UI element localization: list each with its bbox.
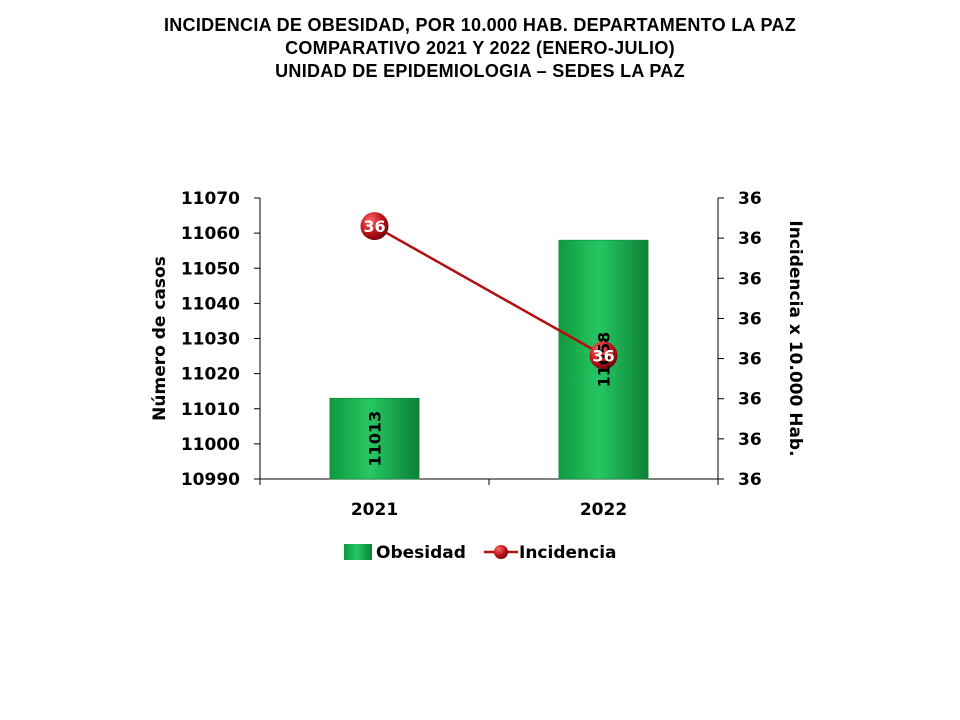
chart-title: INCIDENCIA DE OBESIDAD, POR 10.000 HAB. …	[0, 14, 960, 83]
y-tick-label: 11050	[181, 259, 240, 279]
bar-data-label: 11013	[366, 411, 385, 467]
y2-tick-label: 36	[738, 350, 762, 370]
bars-layer	[329, 239, 649, 480]
legend-label-obesidad: Obesidad	[376, 543, 466, 563]
legend-swatch-obesidad	[344, 544, 372, 560]
y2-tick-label: 36	[738, 470, 762, 490]
line-layer	[360, 212, 618, 370]
y2-tick-label: 36	[738, 189, 762, 209]
title-line-3: UNIDAD DE EPIDEMIOLOGIA – SEDES LA PAZ	[275, 61, 685, 81]
bar-data-label: 11058	[595, 332, 614, 388]
y-axis-title: Número de casos	[150, 256, 170, 421]
y-tick-label: 11040	[181, 294, 240, 314]
y2-axis-title: Incidencia x 10.000 Hab.	[785, 220, 805, 456]
axes-layer: 10990 11000 11010 11020 11030 11040 11050 11060…	[150, 189, 805, 520]
marker-incidencia	[360, 212, 389, 241]
title-line-1: INCIDENCIA DE OBESIDAD, POR 10.000 HAB. …	[163, 15, 797, 35]
marker-incidencia	[589, 341, 618, 370]
y2-tick-label: 36	[738, 229, 762, 249]
y2-tick-label: 36	[738, 390, 762, 410]
title-line-2: COMPARATIVO 2021 Y 2022 (ENERO-JULIO)	[285, 38, 675, 58]
x-tick-label: 2021	[351, 500, 398, 520]
x-tick-label: 2022	[580, 500, 627, 520]
y2-tick-label: 36	[738, 430, 762, 450]
y-tick-label: 11000	[181, 435, 240, 455]
legend-label-incidencia: Incidencia	[519, 543, 617, 563]
y-tick-label: 11020	[181, 365, 240, 385]
legend-marker-incidencia	[494, 545, 508, 559]
y-tick-label: 10990	[181, 470, 240, 490]
bar-obesidad	[329, 397, 420, 480]
legend: Obesidad Incidencia	[344, 543, 617, 563]
y2-tick-label: 36	[738, 309, 762, 329]
marker-data-label: 36	[592, 346, 614, 365]
y-tick-label: 11060	[181, 224, 240, 244]
y-tick-label: 11070	[181, 189, 240, 209]
marker-data-label: 36	[363, 217, 385, 236]
y-tick-label: 11010	[181, 400, 240, 420]
line-incidencia	[373, 225, 605, 357]
y2-tick-label: 36	[738, 269, 762, 289]
y-tick-label: 11030	[181, 330, 240, 350]
